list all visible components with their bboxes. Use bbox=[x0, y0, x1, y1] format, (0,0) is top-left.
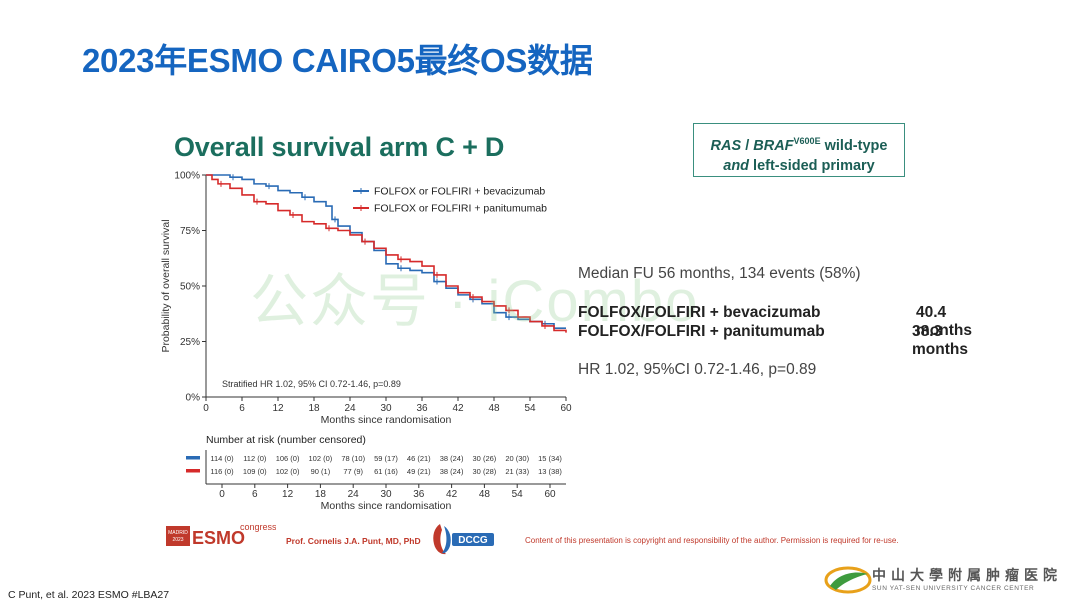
sysu-name-english: SUN YAT-SEN UNIVERSITY CANCER CENTER bbox=[872, 585, 1035, 592]
x-tick-label: 18 bbox=[308, 403, 320, 414]
risk-x-axis-label: Months since randomisation bbox=[321, 500, 452, 512]
watermark-text: 公众号 · iCombo bbox=[250, 269, 700, 334]
risk-cell: 106 (0) bbox=[276, 454, 300, 463]
risk-cell: 109 (0) bbox=[243, 467, 267, 476]
y-tick-label: 25% bbox=[180, 337, 200, 348]
risk-cell: 46 (21) bbox=[407, 454, 431, 463]
hr-annotation: Stratified HR 1.02, 95% CI 0.72-1.46, p=… bbox=[222, 379, 401, 389]
x-tick-label: 30 bbox=[380, 403, 392, 414]
km-curve-panitumumab bbox=[206, 174, 567, 333]
x-tick-label: 12 bbox=[272, 403, 284, 414]
km-axes: 0% 25% 50% 75% 100% 0 6 12 18 24 30 36 42 48 54 60 Month… bbox=[160, 171, 572, 427]
x-tick-label: 0 bbox=[203, 403, 209, 414]
population-line-2: and left-sided primary bbox=[723, 158, 875, 174]
risk-cell: 116 (0) bbox=[210, 467, 234, 476]
risk-x-tick-label: 54 bbox=[512, 489, 524, 500]
dccg-logo-mark-blue bbox=[442, 526, 451, 554]
arm-panitumumab-label: FOLFOX/FOLFIRI + panitumumab bbox=[578, 323, 825, 340]
x-tick-label: 42 bbox=[452, 403, 464, 414]
risk-cell: 15 (34) bbox=[538, 454, 562, 463]
risk-x-tick-label: 60 bbox=[544, 489, 556, 500]
esmo-logo-congress: congress bbox=[240, 522, 276, 532]
risk-cell: 102 (0) bbox=[276, 467, 300, 476]
risk-cell: 61 (16) bbox=[374, 467, 398, 476]
legend-label: FOLFOX or FOLFIRI + bevacizumab bbox=[374, 186, 545, 198]
y-tick-label: 100% bbox=[174, 171, 200, 182]
km-legend: FOLFOX or FOLFIRI + bevacizumab FOLFOX or… bbox=[353, 186, 547, 215]
citation: C Punt, et al. 2023 ESMO #LBA27 bbox=[8, 589, 170, 601]
x-tick-label: 48 bbox=[488, 403, 500, 414]
risk-cell: 30 (28) bbox=[473, 467, 497, 476]
y-tick-label: 0% bbox=[186, 393, 201, 404]
arm-bevacizumab-os: 40.4 months bbox=[916, 304, 972, 339]
risk-cell: 114 (0) bbox=[210, 454, 234, 463]
risk-x-tick-label: 42 bbox=[446, 489, 458, 500]
risk-cell: 20 (30) bbox=[505, 454, 529, 463]
risk-table: Number at risk (number censored) 114 (0) 1… bbox=[186, 434, 566, 512]
esmo-congress-logo: MADRID 2023 ESMO congress bbox=[166, 522, 276, 546]
risk-cell: 112 (0) bbox=[243, 454, 267, 463]
risk-cell: 59 (17) bbox=[374, 454, 398, 463]
dccg-logo-mark-red bbox=[433, 524, 446, 555]
esmo-logo-year: 2023 bbox=[172, 537, 183, 543]
y-axis-label: Probability of overall survival bbox=[160, 219, 172, 352]
risk-x-tick-label: 48 bbox=[479, 489, 491, 500]
slide-title: 2023年ESMO CAIRO5最终OS数据 bbox=[82, 42, 593, 79]
dccg-logo-badge bbox=[452, 533, 494, 546]
risk-x-tick-label: 0 bbox=[219, 489, 225, 500]
x-tick-label: 6 bbox=[239, 403, 245, 414]
sysu-name-chinese: 中山大學附属肿瘤医院 bbox=[872, 568, 1062, 584]
x-tick-label: 60 bbox=[560, 403, 572, 414]
risk-x-tick-label: 30 bbox=[380, 489, 392, 500]
esmo-logo-madrid: MADRID bbox=[168, 530, 188, 536]
copyright-notice: Content of this presentation is copyrigh… bbox=[525, 536, 899, 545]
arm-bevacizumab-result: FOLFOX/FOLFIRI + bevacizumab 40.4 months bbox=[578, 304, 972, 339]
presenter-name: Prof. Cornelis J.A. Punt, MD, PhD bbox=[286, 536, 421, 546]
risk-x-tick-label: 6 bbox=[252, 489, 258, 500]
sysu-cancer-center-logo bbox=[824, 566, 872, 594]
esmo-logo-box bbox=[166, 526, 190, 546]
x-axis-label: Months since randomisation bbox=[321, 414, 452, 426]
risk-row-swatch bbox=[186, 456, 200, 460]
median-follow-up: Median FU 56 months, 134 events (58%) bbox=[578, 265, 861, 282]
y-tick-label: 75% bbox=[180, 226, 200, 237]
sysu-logo-ring bbox=[824, 566, 872, 594]
dccg-logo: DCCG bbox=[433, 524, 494, 555]
arm-bevacizumab-label: FOLFOX/FOLFIRI + bevacizumab bbox=[578, 304, 821, 321]
risk-table-title: Number at risk (number censored) bbox=[206, 434, 366, 446]
risk-cell: 21 (33) bbox=[505, 467, 529, 476]
arm-panitumumab-os: 38.3 months bbox=[912, 323, 968, 358]
hazard-ratio-text: HR 1.02, 95%CI 0.72-1.46, p=0.89 bbox=[578, 361, 817, 378]
risk-x-tick-label: 36 bbox=[413, 489, 425, 500]
population-box: RAS / BRAFV600E wild-type and left-sided… bbox=[693, 123, 905, 177]
x-tick-label: 24 bbox=[344, 403, 356, 414]
dccg-logo-text: DCCG bbox=[458, 535, 488, 546]
risk-cell: 102 (0) bbox=[309, 454, 333, 463]
risk-cell: 77 (9) bbox=[343, 467, 363, 476]
chart-panel-title: Overall survival arm C + D bbox=[174, 132, 505, 162]
arm-panitumumab-result: FOLFOX/FOLFIRI + panitumumab 38.3 months bbox=[578, 323, 968, 358]
y-tick-label: 50% bbox=[180, 282, 200, 293]
sysu-logo-leaf bbox=[830, 572, 868, 590]
risk-cell: 13 (38) bbox=[538, 467, 562, 476]
risk-x-tick-label: 24 bbox=[348, 489, 360, 500]
risk-cell: 78 (10) bbox=[341, 454, 365, 463]
legend-label: FOLFOX or FOLFIRI + panitumumab bbox=[374, 203, 547, 215]
x-tick-label: 54 bbox=[524, 403, 536, 414]
risk-x-tick-label: 12 bbox=[282, 489, 294, 500]
risk-cell: 38 (24) bbox=[440, 467, 464, 476]
risk-cell: 38 (24) bbox=[440, 454, 464, 463]
risk-x-tick-label: 18 bbox=[315, 489, 327, 500]
x-tick-label: 36 bbox=[416, 403, 428, 414]
risk-row-swatch bbox=[186, 469, 200, 473]
km-curves bbox=[206, 174, 567, 333]
risk-cell: 90 (1) bbox=[311, 467, 331, 476]
risk-cell: 30 (26) bbox=[473, 454, 497, 463]
esmo-logo-word: ESMO bbox=[192, 528, 245, 546]
population-line-1: RAS / BRAFV600E wild-type bbox=[710, 136, 888, 154]
risk-cell: 49 (21) bbox=[407, 467, 431, 476]
